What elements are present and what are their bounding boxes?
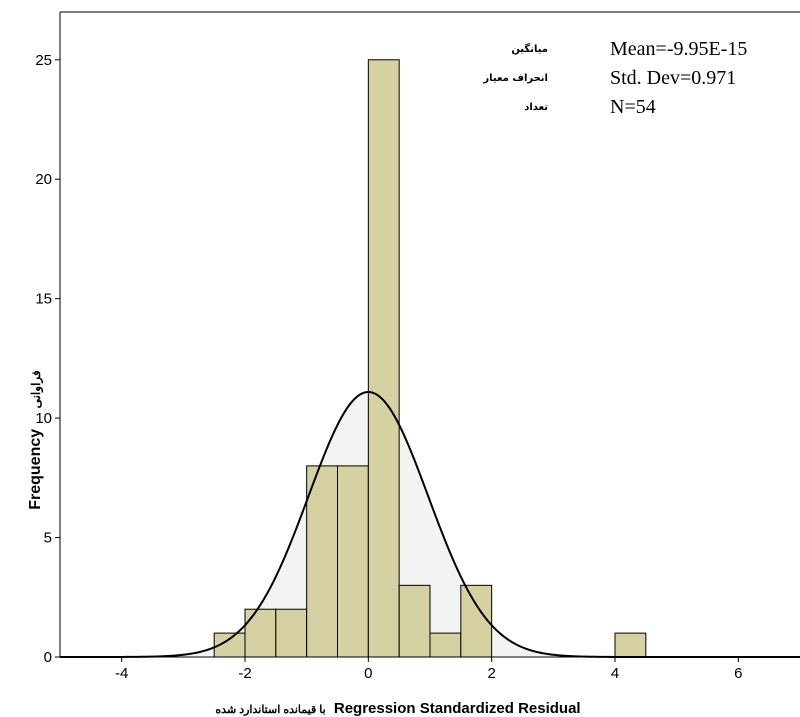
histogram-bar-9 — [614, 632, 647, 658]
curve-area-layer — [60, 392, 800, 657]
x-tick-label--2: -2 — [238, 665, 251, 682]
histogram-bar-4 — [337, 465, 369, 658]
histogram-bar-5 — [367, 59, 400, 658]
y-tick-label-20: 20 — [35, 171, 52, 188]
y-tick-label-5: 5 — [44, 530, 52, 547]
stat-mean-label-fa: میانگین — [511, 42, 548, 55]
x-axis-title: با قیمانده استاندارد شده Regression Stan… — [215, 700, 580, 717]
histogram-bar-2 — [275, 608, 308, 658]
histogram-bar-6 — [398, 584, 431, 658]
y-axis-title: Frequency فراوانی — [27, 370, 44, 510]
y-axis-title-en: Frequency — [27, 429, 44, 510]
x-tick-label--4: -4 — [115, 665, 128, 682]
y-tick-label-0: 0 — [44, 649, 52, 666]
histogram-bar-3 — [306, 465, 339, 658]
x-axis-title-en: Regression Standardized Residual — [334, 700, 581, 717]
y-tick-label-10: 10 — [35, 410, 52, 427]
normal-curve-area — [60, 392, 800, 657]
x-tick-label-2: 2 — [487, 665, 495, 682]
x-tick-label-0: 0 — [364, 665, 372, 682]
y-tick-label-15: 15 — [35, 291, 52, 308]
histogram-bar-1 — [244, 608, 277, 658]
histogram-bar-7 — [429, 632, 462, 658]
stats-legend: میانگین Mean=-9.95E-15 انحراف معیار Std.… — [482, 38, 747, 118]
stat-n-label-fa: تعداد — [524, 102, 548, 113]
stat-std-text: Std. Dev=0.971 — [610, 67, 736, 89]
x-tick-label-4: 4 — [611, 665, 619, 682]
axes-layer: 0 5 10 15 20 25 -4 -2 0 2 4 6 — [35, 11, 800, 682]
x-axis-title-fa: با قیمانده استاندارد شده — [215, 704, 325, 716]
x-tick-label-6: 6 — [734, 665, 742, 682]
bars-layer — [213, 59, 647, 658]
stat-mean-text: Mean=-9.95E-15 — [610, 38, 747, 60]
y-axis-title-fa: فراوانی — [29, 370, 44, 408]
stat-std-label-fa: انحراف معیار — [482, 73, 548, 84]
stat-n-text: N=54 — [610, 96, 656, 118]
y-tick-label-25: 25 — [35, 52, 52, 69]
